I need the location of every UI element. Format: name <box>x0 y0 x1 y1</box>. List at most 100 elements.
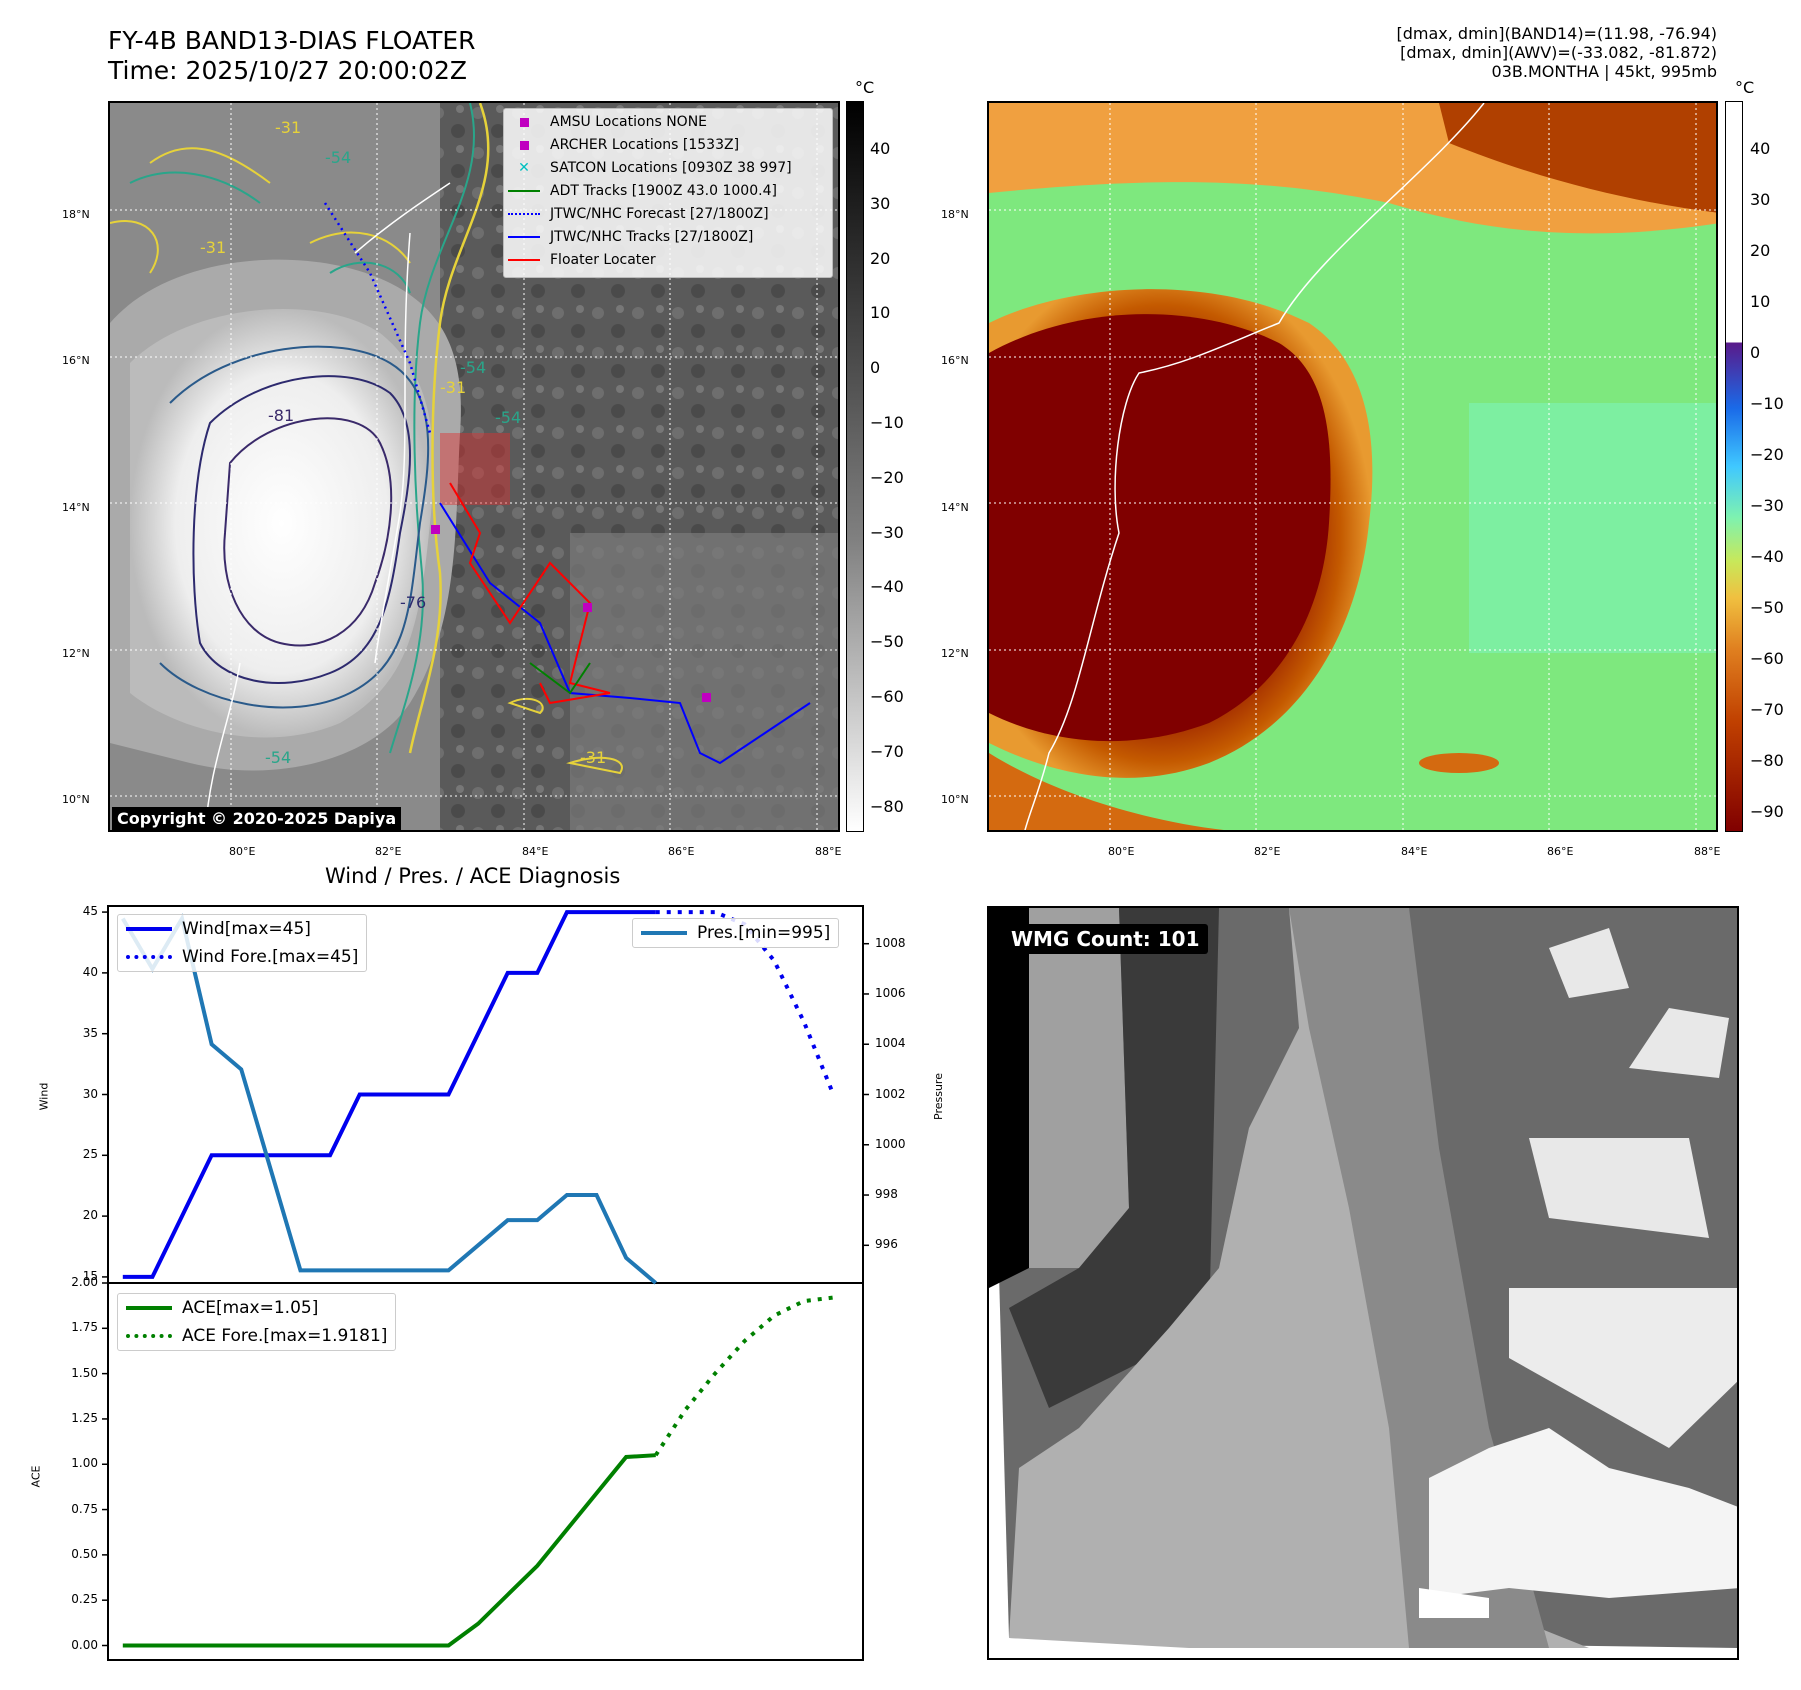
latitude-label: 16°N <box>941 354 969 367</box>
wmg-panel: WMG Count: 101 <box>987 906 1739 1660</box>
stats-line-2: [dmax, dmin](AWV)=(-33.082, -81.872) <box>1400 43 1717 62</box>
stats-line-3: 03B.MONTHA | 45kt, 995mb <box>1491 62 1717 81</box>
colorbar-tick-label: −80 <box>1750 750 1784 770</box>
contour-label: -76 <box>400 593 426 612</box>
legend-satcon: ✕ SATCON Locations [0930Z 38 997] <box>504 157 792 179</box>
ace-series-line <box>122 1453 656 1648</box>
contour-label: -54 <box>265 748 291 767</box>
map2-colorbar <box>1725 101 1743 832</box>
contour-label: -54 <box>460 358 486 377</box>
legend-tracks-label: JTWC/NHC Tracks [27/1800Z] <box>550 229 754 245</box>
pressure-tick-label: 1000 <box>875 1136 906 1151</box>
dotted-line-icon <box>504 206 544 222</box>
pressure-tick-label: 1002 <box>875 1086 906 1101</box>
contour-label: -31 <box>580 748 606 767</box>
latitude-label: 18°N <box>941 208 969 221</box>
map2-gridlines <box>989 103 1716 830</box>
awv-map <box>987 101 1718 832</box>
line-icon <box>504 252 544 268</box>
wind-tick-label: 45 <box>82 904 98 919</box>
colorbar-tick-label: −80 <box>870 796 904 816</box>
ace-tick-label: 0.25 <box>71 1592 98 1607</box>
ace-tick-label: 2.00 <box>71 1275 98 1289</box>
ace-tick-label: 1.75 <box>71 1320 98 1335</box>
longitude-label: 84°E <box>1401 845 1428 858</box>
wind-tick-label: 15 <box>82 1268 98 1283</box>
legend-entry: Wind[max=45] <box>118 915 366 943</box>
longitude-label: 88°E <box>1694 845 1721 858</box>
line-icon <box>641 931 687 935</box>
colorbar-tick-label: −30 <box>1750 495 1784 515</box>
ace-tick-label: 0.50 <box>71 1546 98 1561</box>
wind-legend: Wind[max=45] Wind Fore.[max=45] <box>117 914 368 972</box>
legend-archer: ARCHER Locations [1533Z] <box>504 134 739 156</box>
wind-tick-label: 30 <box>82 1086 98 1101</box>
ace-axis-label: ACE <box>29 1465 43 1488</box>
longitude-label: 82°E <box>1254 845 1281 858</box>
ace-tick-label: 0.75 <box>71 1501 98 1516</box>
colorbar-tick-label: 40 <box>1750 139 1771 158</box>
wind-tick-label: 40 <box>82 964 98 979</box>
colorbar-tick-label: −10 <box>870 413 904 433</box>
colorbar-tick-label: −70 <box>870 741 904 761</box>
map1-colorbar-unit: °C <box>855 78 875 97</box>
colorbar-tick-label: −30 <box>870 522 904 542</box>
line-icon <box>504 183 544 199</box>
wmg-count-label: WMG Count: 101 <box>1003 924 1208 954</box>
legend-amsu-label: AMSU Locations NONE <box>550 114 708 130</box>
adt-track <box>529 662 591 695</box>
legend-forecast-label: JTWC/NHC Forecast [27/1800Z] <box>550 206 769 222</box>
colorbar-tick-label: −40 <box>870 577 904 597</box>
archer-point <box>583 603 592 612</box>
title-line-2: Time: 2025/10/27 20:00:02Z <box>108 56 467 85</box>
colorbar-tick-label: −10 <box>1750 393 1784 413</box>
dotted-line-icon <box>126 1334 172 1338</box>
ir-floater-map: -31 -54 -31 -54 -31 -81 -76 -54 -54 -31 … <box>108 101 840 832</box>
contour-label: -31 <box>440 378 466 397</box>
figure-title: FY-4B BAND13-DIAS FLOATER Time: 2025/10/… <box>108 26 476 86</box>
legend-floater: Floater Locater <box>504 249 656 271</box>
pressure-tick-label: 1008 <box>875 935 906 950</box>
legend-amsu: AMSU Locations NONE <box>504 111 707 133</box>
ace-legend: ACE[max=1.05] ACE Fore.[max=1.9181] <box>117 1293 397 1351</box>
pressure-tick-label: 1006 <box>875 985 906 1000</box>
contour-label: -54 <box>325 148 351 167</box>
latitude-label: 10°N <box>941 793 969 806</box>
colorbar-tick-label: −90 <box>1750 801 1784 821</box>
ace-forecast-line <box>654 1295 834 1457</box>
colorbar-tick-label: −50 <box>870 632 904 652</box>
ir-map-svg: -31 -54 -31 -54 -31 -81 -76 -54 -54 -31 <box>110 103 838 830</box>
line-icon <box>126 927 172 931</box>
dotted-line-icon <box>126 955 172 959</box>
latitude-label: 16°N <box>62 354 90 367</box>
pressure-tick-label: 996 <box>875 1237 898 1252</box>
map1-legend: AMSU Locations NONE ARCHER Locations [15… <box>503 108 833 278</box>
line-dot-icon <box>504 229 544 245</box>
floater-locater-box <box>440 433 510 505</box>
contour-labels: -31 -54 -31 -54 -31 -81 -76 -54 -54 -31 <box>200 118 606 767</box>
latitude-label: 10°N <box>62 793 90 806</box>
wind-axis-label: Wind <box>37 1082 51 1111</box>
pressure-series-line <box>121 913 658 1285</box>
colorbar-tick-label: 20 <box>870 248 891 268</box>
longitude-label: 82°E <box>375 845 402 858</box>
colorbar-tick-label: 10 <box>1750 291 1771 311</box>
longitude-label: 88°E <box>815 845 842 858</box>
archer-point <box>431 525 440 534</box>
colorbar-tick-label: −20 <box>870 467 904 487</box>
colorbar-tick-label: 30 <box>870 193 891 213</box>
latitude-label: 12°N <box>62 647 90 660</box>
stats-line-1: [dmax, dmin](BAND14)=(11.98, -76.94) <box>1396 24 1718 43</box>
colorbar-tick-label: 0 <box>1750 342 1761 362</box>
colorbar-tick-label: −20 <box>1750 444 1784 464</box>
ace-tick-label: 1.50 <box>71 1365 98 1380</box>
longitude-label: 86°E <box>1547 845 1574 858</box>
square-marker-icon <box>504 137 544 153</box>
legend-tracks: JTWC/NHC Tracks [27/1800Z] <box>504 226 753 248</box>
contour-label: -31 <box>200 238 226 257</box>
legend-entry-label: ACE Fore.[max=1.9181] <box>182 1326 388 1346</box>
map1-colorbar <box>846 101 864 832</box>
wind-tick-label: 35 <box>82 1025 98 1040</box>
wmg-image: WMG Count: 101 <box>987 906 1739 1660</box>
colorbar-tick-label: −60 <box>870 687 904 707</box>
